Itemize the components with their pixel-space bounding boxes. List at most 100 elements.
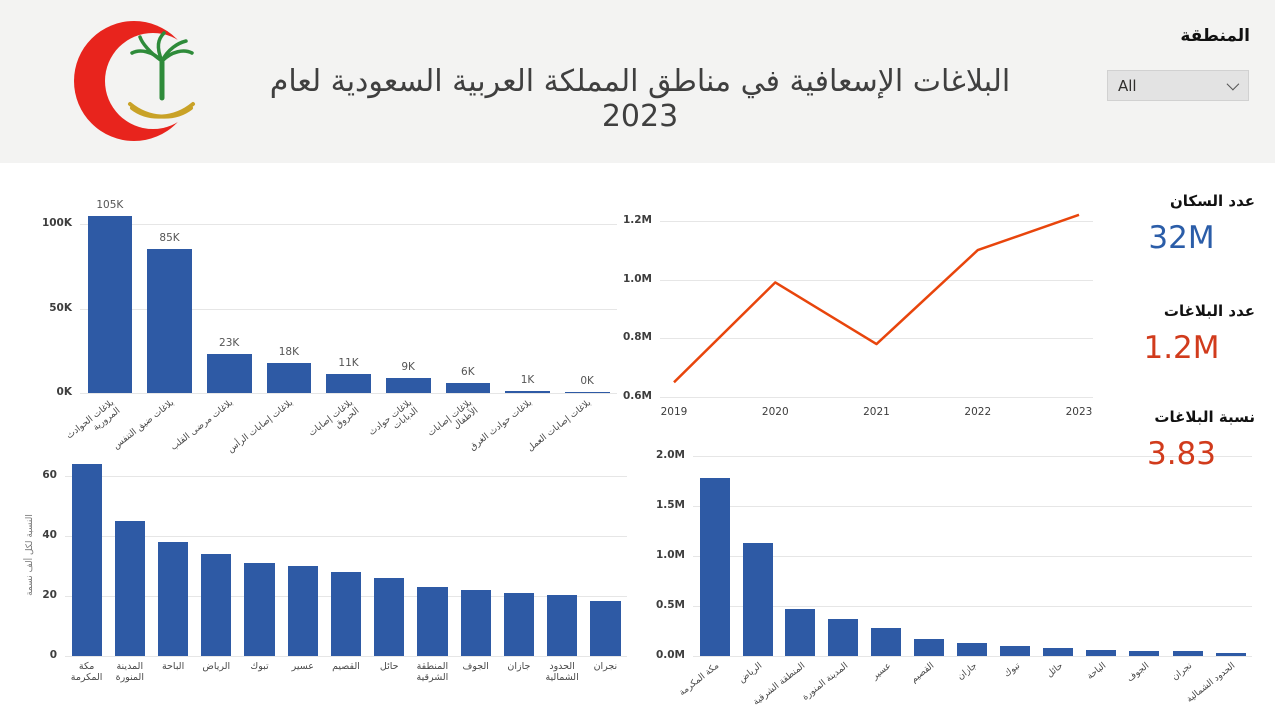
gridline — [80, 223, 617, 225]
y-axis-tick: 0K — [56, 386, 72, 398]
population-value: 32M — [1148, 220, 1215, 256]
y-axis-tick: 1.0M — [655, 549, 685, 561]
bar-data-label: 105K — [96, 198, 124, 211]
bar[interactable] — [201, 554, 232, 656]
bar[interactable] — [957, 643, 988, 656]
gridline — [80, 308, 617, 310]
x-axis-label: 2021 — [863, 406, 890, 418]
x-axis-label: مكة المكرمة — [70, 661, 103, 683]
ratio-value: 3.83 — [1146, 436, 1217, 472]
bar[interactable] — [564, 391, 610, 393]
bar[interactable] — [828, 619, 859, 656]
bar-data-label: 18K — [278, 345, 299, 358]
report-types-bar-chart: 0K 50K 100K 105K بلاغات الحوادث المرورية 85K ب… — [35, 185, 625, 455]
bar[interactable] — [590, 600, 621, 656]
x-axis-label: 2023 — [1065, 406, 1093, 418]
ratio-label: نسبة البلاغات — [1154, 408, 1255, 426]
bar[interactable] — [147, 249, 192, 393]
y-axis-tick: 2.0M — [655, 449, 685, 461]
bar[interactable] — [374, 578, 405, 656]
stats-panel: عدد السكان 32M عدد البلاغات 1.2M نسبة ال… — [1098, 180, 1265, 480]
x-axis-label: جازان — [507, 661, 531, 672]
x-axis-label: القصيم — [332, 661, 360, 672]
gridline — [80, 393, 617, 394]
reports-by-year-line-chart: 0.6M 0.8M 1.0M 1.2M 2019 2020 2021 2022 2023 — [610, 192, 1105, 437]
gridline — [660, 220, 1093, 222]
region-filter-dropdown[interactable]: All — [1107, 70, 1249, 101]
x-axis-label: الرياض — [202, 661, 231, 672]
bar[interactable] — [114, 521, 145, 656]
bar[interactable] — [1129, 650, 1160, 656]
bar[interactable] — [87, 215, 133, 393]
y-axis-tick: 0.8M — [622, 331, 652, 344]
bar[interactable] — [1172, 651, 1203, 656]
gridline — [660, 338, 1093, 340]
y-axis-tick: 1.5M — [655, 499, 685, 511]
bar-data-label: 11K — [338, 357, 359, 370]
bar-data-label: 85K — [159, 232, 180, 245]
gridline — [693, 506, 1252, 507]
bar[interactable] — [445, 382, 491, 393]
bar-data-label: 0K — [580, 374, 594, 387]
bar[interactable] — [699, 478, 730, 656]
bar[interactable] — [71, 464, 102, 656]
bar[interactable] — [1000, 646, 1031, 656]
x-axis-label: عسير — [291, 661, 314, 672]
y-axis-tick: 20 — [42, 589, 57, 601]
header: البلاغات الإسعافية في مناطق المملكة العر… — [0, 0, 1275, 163]
gridline — [693, 606, 1252, 607]
bar[interactable] — [266, 362, 312, 393]
y-axis-tick: 50K — [49, 301, 72, 314]
gridline — [65, 656, 627, 657]
bar[interactable] — [326, 374, 371, 393]
x-axis-label: الباحة — [161, 661, 185, 672]
bar-data-label: 1K — [520, 374, 535, 387]
x-axis-label: حائل — [379, 661, 399, 672]
bar[interactable] — [157, 542, 189, 656]
bar[interactable] — [871, 628, 902, 656]
reports-per-region-bar-chart: 0.0M 0.5M 1.0M 1.5M 2.0M مكة المكرمة الرياض الم… — [645, 448, 1260, 713]
bar[interactable] — [1215, 653, 1246, 656]
bar[interactable] — [547, 594, 578, 656]
gridline — [660, 397, 1093, 398]
bar[interactable] — [460, 590, 491, 656]
bar[interactable] — [330, 572, 362, 656]
trend-line — [673, 213, 1080, 384]
gridline — [693, 456, 1252, 457]
gridline — [65, 536, 627, 537]
y-axis-tick: 40 — [42, 529, 57, 541]
bar[interactable] — [1086, 649, 1117, 656]
bar[interactable] — [206, 354, 252, 393]
crossed-swords-icon — [128, 102, 195, 119]
reports-label: عدد البلاغات — [1163, 302, 1255, 320]
bar[interactable] — [244, 563, 275, 656]
bar[interactable] — [287, 566, 318, 656]
bar[interactable] — [417, 587, 448, 656]
gridline — [65, 476, 627, 477]
bar[interactable] — [503, 593, 535, 656]
y-axis-tick: 0.6M — [622, 390, 652, 402]
y-axis-tick: 0.5M — [655, 599, 685, 611]
x-axis-label: نجران — [593, 661, 618, 672]
x-axis-label: الحدود الشمالية — [545, 661, 579, 683]
x-axis-label: المنطقة الشرقية — [416, 661, 449, 683]
bar[interactable] — [742, 543, 773, 656]
red-crescent-logo — [74, 21, 201, 141]
gridline — [660, 279, 1093, 281]
bar[interactable] — [385, 377, 431, 393]
bar-data-label: 9K — [401, 360, 415, 373]
y-axis-tick: 0.0M — [655, 649, 685, 661]
bar[interactable] — [505, 391, 550, 393]
bar[interactable] — [785, 609, 816, 656]
bar[interactable] — [1043, 648, 1074, 656]
gridline — [693, 556, 1252, 557]
chevron-down-icon — [1226, 77, 1240, 91]
population-label: عدد السكان — [1169, 192, 1255, 210]
region-filter-value: All — [1118, 76, 1137, 95]
y-axis-title: النسبة لكل ألف نسمة — [25, 514, 35, 596]
bar[interactable] — [914, 639, 945, 656]
y-axis-tick: 0 — [49, 649, 57, 661]
x-axis-label: 2020 — [761, 406, 789, 418]
x-axis-label: الجوف — [462, 661, 489, 672]
